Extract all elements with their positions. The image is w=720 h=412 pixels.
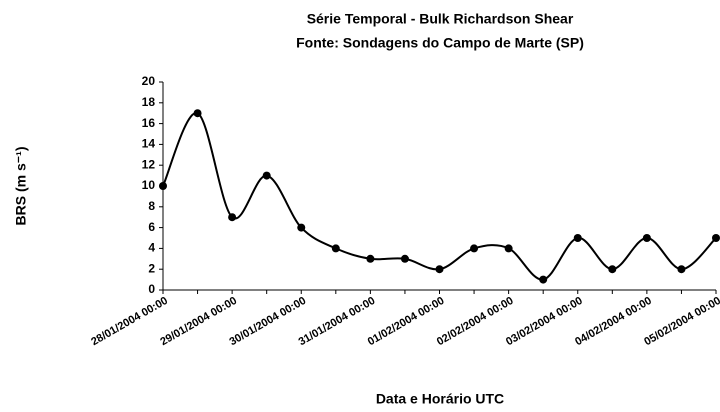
- y-tick-label: 4: [148, 241, 155, 255]
- data-point: [262, 171, 271, 180]
- x-tick-label: 28/01/2004 00:00: [89, 295, 170, 349]
- x-tick-label: 05/02/2004 00:00: [642, 295, 720, 349]
- x-tick-label: 03/02/2004 00:00: [504, 295, 585, 349]
- data-point: [435, 265, 444, 274]
- data-point: [608, 265, 617, 274]
- x-tick-label: 04/02/2004 00:00: [573, 295, 654, 349]
- y-tick-label: 2: [148, 261, 155, 275]
- x-tick-label: 30/01/2004 00:00: [228, 295, 309, 349]
- x-tick-label: 29/01/2004 00:00: [158, 295, 239, 349]
- data-point: [228, 213, 237, 222]
- y-tick-label: 14: [142, 137, 156, 151]
- y-tick-label: 8: [148, 199, 155, 213]
- data-point: [712, 234, 720, 242]
- x-tick-label: 02/02/2004 00:00: [435, 295, 516, 349]
- data-point: [159, 182, 167, 190]
- x-axis-title: Data e Horário UTC: [376, 391, 504, 407]
- y-tick-label: 10: [142, 178, 156, 192]
- data-line: [162, 112, 717, 281]
- x-tick-label: 31/01/2004 00:00: [297, 295, 378, 349]
- data-point: [366, 254, 375, 263]
- y-tick-label: 6: [148, 220, 155, 234]
- y-tick-label: 12: [142, 157, 156, 171]
- data-point: [470, 244, 479, 253]
- y-tick-label: 0: [148, 282, 155, 296]
- chart-title: Série Temporal - Bulk Richardson Shear: [307, 11, 574, 27]
- data-point: [642, 234, 651, 242]
- data-point: [331, 244, 340, 253]
- data-point: [677, 265, 686, 274]
- y-tick-label: 16: [142, 116, 156, 130]
- data-point: [573, 234, 582, 242]
- x-tick-label: 01/02/2004 00:00: [366, 295, 447, 349]
- chart-subtitle: Fonte: Sondagens do Campo de Marte (SP): [296, 35, 584, 51]
- data-point: [539, 275, 548, 284]
- y-axis-title: BRS (m s⁻¹): [13, 147, 29, 226]
- data-point: [297, 223, 306, 232]
- y-tick-label: 18: [142, 95, 156, 109]
- data-point: [400, 254, 409, 263]
- y-tick-label: 20: [142, 74, 156, 88]
- data-point: [193, 109, 202, 118]
- data-point: [504, 244, 513, 253]
